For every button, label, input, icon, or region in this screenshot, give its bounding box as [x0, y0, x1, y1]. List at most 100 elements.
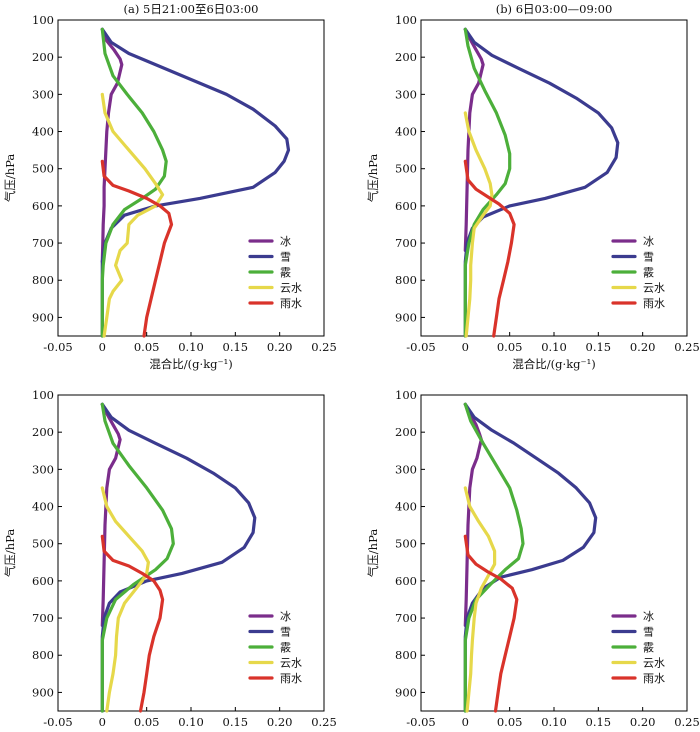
x-tick-label: 0.20	[267, 340, 293, 354]
series-line-2	[100, 27, 291, 338]
legend-label: 冰	[280, 610, 291, 623]
legend-label: 冰	[643, 610, 654, 623]
y-tick-label: 200	[395, 50, 417, 64]
y-tick-label: 600	[395, 199, 417, 213]
y-tick-label: 800	[32, 273, 54, 287]
legend-label: 冰	[280, 235, 291, 248]
series-line-5	[100, 159, 174, 338]
series-line-2	[100, 402, 257, 713]
y-tick-label: 600	[395, 574, 417, 588]
y-axis-label: 气压/hPa	[366, 529, 380, 578]
x-tick-label: 0.10	[541, 715, 567, 729]
chart-panel-3: -0.05 0 0.05 0.10 0.15 0.20 0.25 100 200 300 400 50…	[3, 388, 337, 729]
series-line-3	[463, 27, 512, 338]
x-tick-label: 0.10	[541, 340, 567, 354]
y-tick-label: 700	[32, 611, 54, 625]
y-tick-label: 400	[32, 500, 54, 514]
x-tick-label: 0.15	[586, 715, 612, 729]
legend-label: 云水	[643, 657, 665, 670]
x-tick-label: 0	[462, 340, 469, 354]
y-tick-label: 200	[32, 425, 54, 439]
y-tick-label: 800	[395, 648, 417, 662]
legend-label: 雪	[643, 626, 654, 639]
y-tick-label: 700	[395, 611, 417, 625]
legend-label: 云水	[643, 282, 665, 295]
y-tick-label: 500	[395, 537, 417, 551]
legend-label: 云水	[280, 282, 302, 295]
y-axis-label: 气压/hPa	[3, 529, 17, 578]
y-tick-label: 500	[395, 162, 417, 176]
legend-label: 雪	[643, 251, 654, 264]
series-line-4	[100, 486, 150, 713]
y-tick-label: 100	[32, 388, 54, 402]
x-tick-label: 0.25	[674, 340, 700, 354]
series-line-1	[100, 402, 122, 628]
x-tick-label: 0.10	[178, 715, 204, 729]
x-tick-label: 0	[462, 715, 469, 729]
x-tick-label: 0.20	[267, 715, 293, 729]
chart-panel-2: -0.05 0 0.05 0.10 0.15 0.20 0.25 100 200 300 400 50…	[366, 2, 700, 371]
y-tick-label: 900	[32, 685, 54, 699]
y-tick-label: 700	[395, 236, 417, 250]
series-line-5	[463, 159, 516, 338]
x-tick-label: 0.10	[178, 340, 204, 354]
x-tick-label: 0.05	[497, 715, 523, 729]
series-line-3	[100, 402, 175, 713]
legend-label: 霰	[643, 641, 654, 654]
x-tick-label: -0.05	[43, 715, 73, 729]
series-line-3	[100, 27, 168, 338]
series-line-3	[463, 402, 525, 713]
y-axis-label: 气压/hPa	[3, 154, 17, 203]
series-line-5	[100, 534, 165, 713]
x-tick-label: 0	[99, 340, 106, 354]
series-line-5	[463, 534, 519, 713]
y-tick-label: 800	[32, 648, 54, 662]
y-tick-label: 400	[395, 125, 417, 139]
x-tick-label: 0.25	[311, 340, 337, 354]
series-line-4	[463, 486, 497, 713]
legend-label: 云水	[280, 657, 302, 670]
x-tick-label: 0.25	[674, 715, 700, 729]
legend-label: 雨水	[280, 297, 302, 310]
y-tick-label: 100	[32, 13, 54, 27]
y-tick-label: 900	[32, 310, 54, 324]
series-line-4	[100, 92, 165, 338]
x-tick-label: -0.05	[406, 715, 436, 729]
chart-panel-4: -0.05 0 0.05 0.10 0.15 0.20 0.25 100 200 300 400 50…	[366, 388, 700, 729]
y-tick-label: 300	[32, 462, 54, 476]
x-tick-label: 0.15	[223, 340, 249, 354]
y-tick-label: 500	[32, 537, 54, 551]
y-tick-label: 200	[395, 425, 417, 439]
y-axis-label: 气压/hPa	[366, 154, 380, 203]
chart-panel-1: -0.05 0 0.05 0.10 0.15 0.20 0.25 100 200 300 400 50…	[3, 2, 337, 371]
x-tick-label: 0.20	[630, 715, 656, 729]
legend-label: 雨水	[280, 672, 302, 685]
legend-label: 雨水	[643, 672, 665, 685]
x-tick-label: 0.05	[134, 340, 160, 354]
x-tick-label: 0.05	[497, 340, 523, 354]
legend-label: 霰	[280, 641, 291, 654]
y-tick-label: 600	[32, 574, 54, 588]
x-tick-label: 0.15	[223, 715, 249, 729]
series-line-4	[463, 111, 494, 338]
y-tick-label: 900	[395, 685, 417, 699]
x-tick-label: -0.05	[43, 340, 73, 354]
y-tick-label: 900	[395, 310, 417, 324]
x-tick-label: 0.20	[630, 340, 656, 354]
y-tick-label: 100	[395, 388, 417, 402]
legend-label: 霰	[643, 266, 654, 279]
y-tick-label: 200	[32, 50, 54, 64]
legend-label: 雪	[280, 251, 291, 264]
x-tick-label: 0.05	[134, 715, 160, 729]
y-tick-label: 800	[395, 273, 417, 287]
chart-title: (b) 6日03:00—09:00	[496, 2, 613, 16]
y-tick-label: 600	[32, 199, 54, 213]
chart-title: (a) 5日21:00至6日03:00	[124, 2, 259, 16]
x-tick-label: 0	[99, 715, 106, 729]
legend-label: 冰	[643, 235, 654, 248]
y-tick-label: 100	[395, 13, 417, 27]
y-tick-label: 400	[32, 125, 54, 139]
x-tick-label: 0.15	[586, 340, 612, 354]
y-tick-label: 500	[32, 162, 54, 176]
